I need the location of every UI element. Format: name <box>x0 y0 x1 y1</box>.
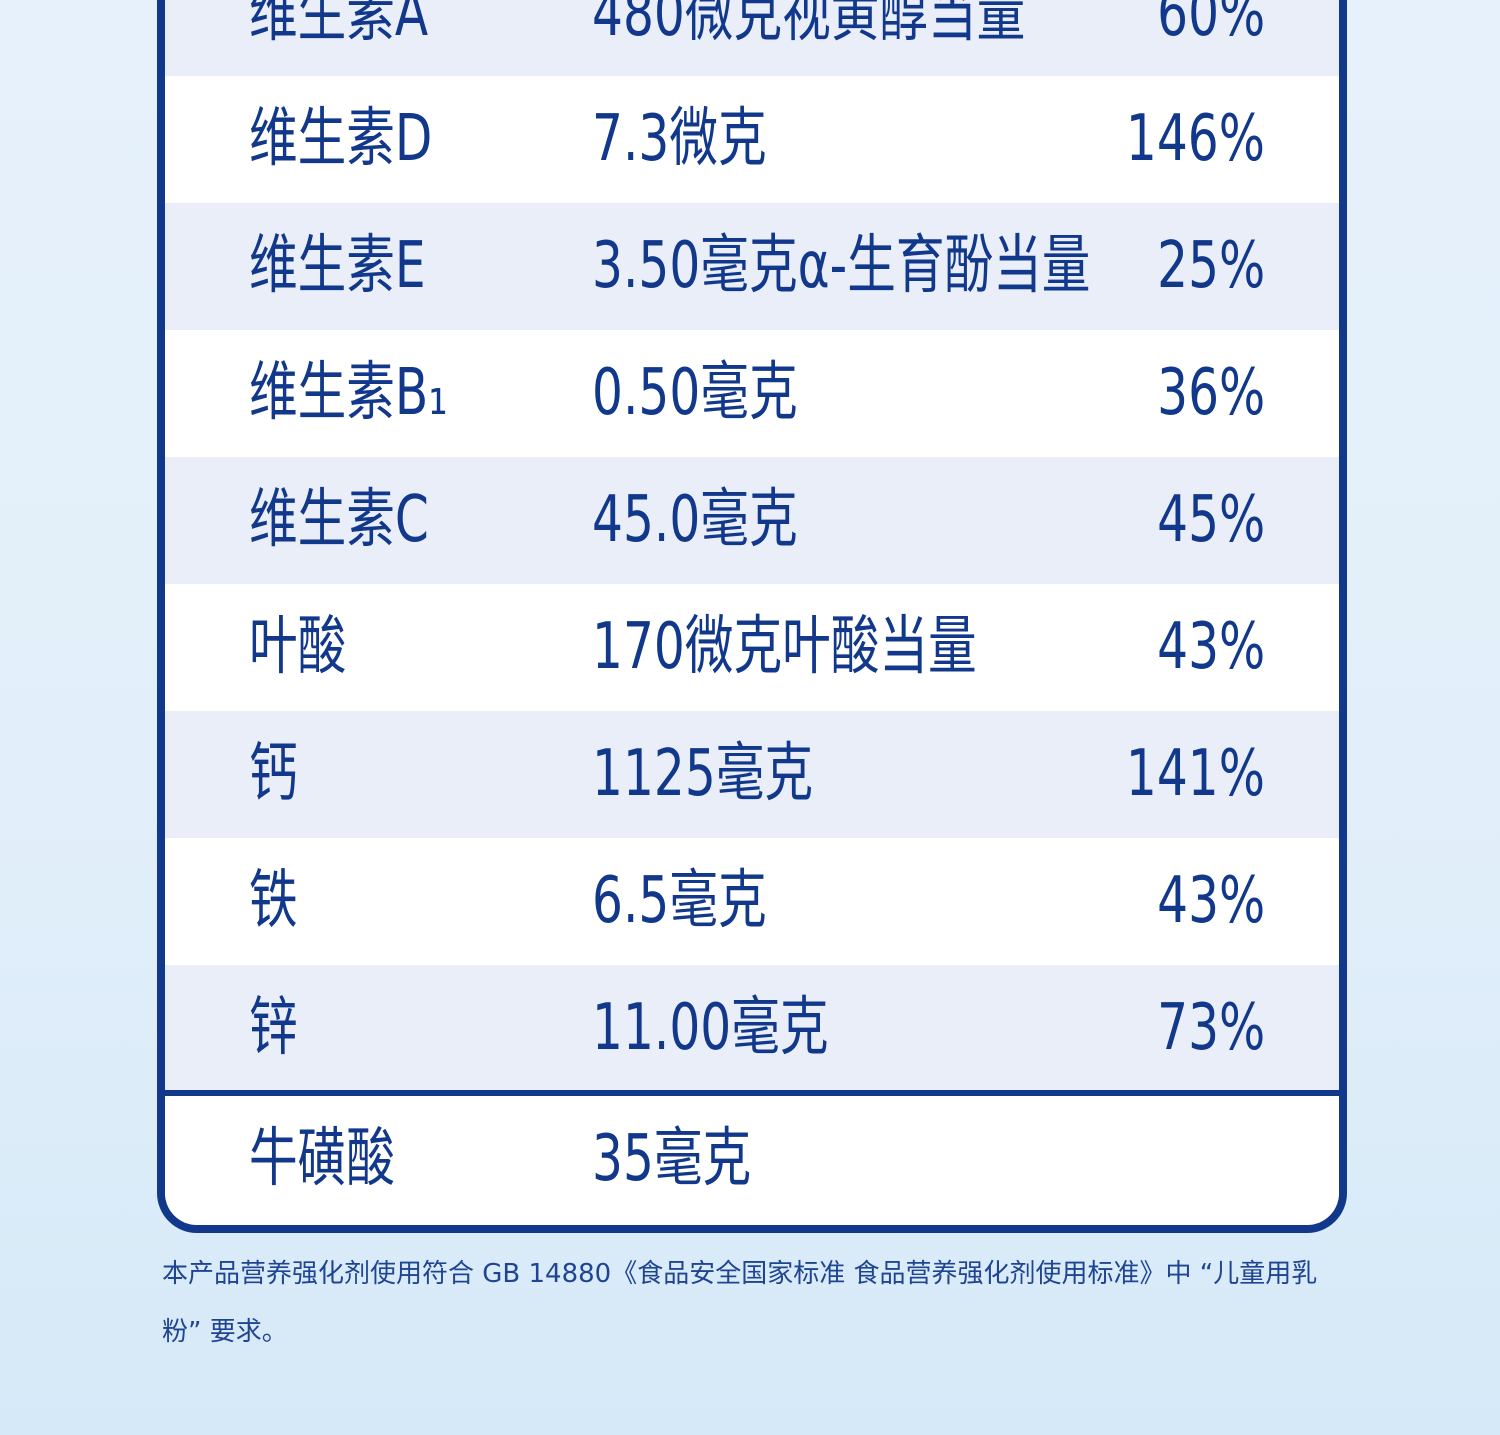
nutrient-nrv: 60% <box>1156 0 1265 51</box>
nutrient-name: 维生素C <box>249 483 429 557</box>
nutrition-table: 维生素A 480微克视黄醇当量 60% 维生素D 7.3微克 146% 维生素E… <box>157 0 1347 1233</box>
nutrient-amount: 7.3微克 <box>592 102 767 176</box>
nutrient-name: 维生素E <box>249 229 426 303</box>
nutrient-amount: 0.50毫克 <box>592 356 798 430</box>
nutrient-name: 维生素D <box>249 102 433 176</box>
nutrient-amount: 45.0毫克 <box>592 483 798 557</box>
nutrient-name: 维生素B₁ <box>249 356 448 430</box>
nutrient-name: 铁 <box>249 864 298 938</box>
table-row: 铁 6.5毫克 43% <box>165 838 1339 965</box>
nutrient-name: 牛磺酸 <box>249 1122 395 1196</box>
table-row: 钙 1125毫克 141% <box>165 711 1339 838</box>
nutrient-nrv: 43% <box>1156 610 1265 684</box>
nutrient-name: 锌 <box>249 991 298 1065</box>
table-row: 锌 11.00毫克 73% <box>165 965 1339 1092</box>
nutrient-nrv: 45% <box>1156 483 1265 557</box>
nutrient-amount: 11.00毫克 <box>592 991 829 1065</box>
table-row: 维生素B₁ 0.50毫克 36% <box>165 330 1339 457</box>
nutrient-amount: 35毫克 <box>592 1122 752 1196</box>
nutrient-nrv: 73% <box>1156 991 1265 1065</box>
compliance-footnote: 本产品营养强化剂使用符合 GB 14880《食品安全国家标准 食品营养强化剂使用… <box>162 1259 1318 1347</box>
nutrient-amount: 3.50毫克α-生育酚当量 <box>592 229 1091 303</box>
nutrient-nrv: 43% <box>1156 864 1265 938</box>
table-row-taurine: 牛磺酸 35毫克 <box>165 1096 1339 1223</box>
table-row: 维生素A 480微克视黄醇当量 60% <box>165 0 1339 78</box>
nutrient-nrv: 36% <box>1156 356 1265 430</box>
nutrient-nrv: 146% <box>1125 102 1265 176</box>
nutrient-nrv: 141% <box>1125 737 1265 811</box>
table-row: 维生素E 3.50毫克α-生育酚当量 25% <box>165 203 1339 330</box>
nutrient-nrv: 25% <box>1156 229 1265 303</box>
nutrient-amount: 170微克叶酸当量 <box>592 610 977 684</box>
table-row: 维生素D 7.3微克 146% <box>165 76 1339 203</box>
table-row: 维生素C 45.0毫克 45% <box>165 457 1339 584</box>
table-row: 叶酸 170微克叶酸当量 43% <box>165 584 1339 711</box>
nutrient-name: 维生素A <box>249 0 429 51</box>
nutrient-name: 钙 <box>249 737 298 811</box>
nutrient-amount: 480微克视黄醇当量 <box>592 0 1026 51</box>
nutrient-amount: 1125毫克 <box>592 737 814 811</box>
nutrient-name: 叶酸 <box>249 610 347 684</box>
nutrient-amount: 6.5毫克 <box>592 864 767 938</box>
table-divider <box>165 1090 1339 1098</box>
